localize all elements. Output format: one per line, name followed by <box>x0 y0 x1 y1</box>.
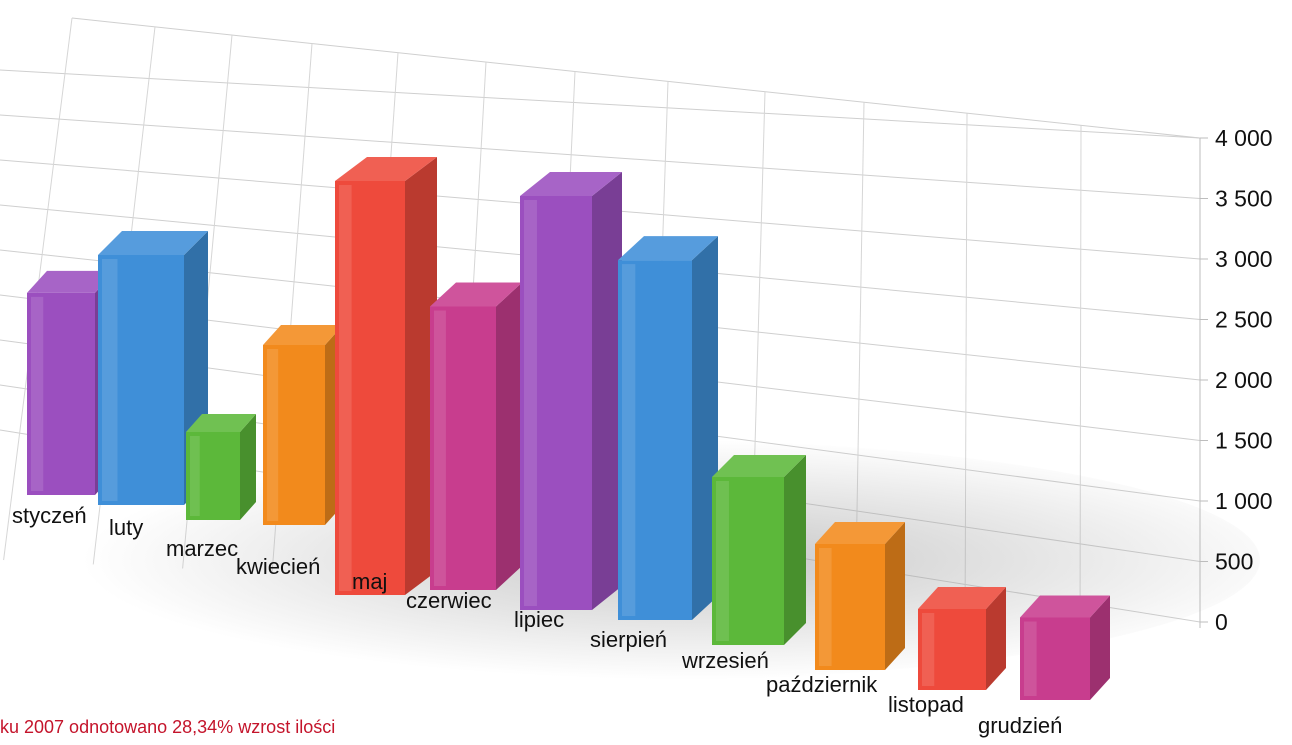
bar-highlight <box>190 436 200 516</box>
y-tick-label: 2 500 <box>1215 307 1273 333</box>
bar-side <box>784 455 806 645</box>
bar-highlight <box>31 297 43 491</box>
bar-highlight <box>819 548 832 666</box>
category-label: czerwiec <box>406 588 492 613</box>
bar-highlight <box>716 481 729 641</box>
y-tick-label: 0 <box>1215 609 1228 635</box>
bar-highlight <box>267 349 278 521</box>
bar-highlight <box>622 264 635 616</box>
bar-side <box>496 283 522 591</box>
bar <box>815 522 905 670</box>
y-tick-label: 2 000 <box>1215 367 1273 393</box>
footer-text: ku 2007 odnotowano 28,34% wzrost ilości <box>0 717 335 738</box>
y-tick-label: 3 500 <box>1215 186 1273 212</box>
category-label: wrzesień <box>681 648 769 673</box>
bar <box>520 172 622 610</box>
category-label: marzec <box>166 536 238 561</box>
category-label: sierpień <box>590 627 667 652</box>
category-label: kwiecień <box>236 554 320 579</box>
bar-highlight <box>922 613 934 686</box>
bar <box>186 414 256 520</box>
category-label: listopad <box>888 692 964 717</box>
bar-side <box>592 172 622 610</box>
category-label: grudzień <box>978 713 1062 738</box>
y-tick-label: 500 <box>1215 549 1253 575</box>
category-label: maj <box>352 569 387 594</box>
y-tick-label: 1 000 <box>1215 488 1273 514</box>
category-label: lipiec <box>514 607 564 632</box>
bar <box>712 455 806 645</box>
bar-highlight <box>434 311 446 587</box>
category-label: styczeń <box>12 503 87 528</box>
bar-side <box>885 522 905 670</box>
category-label: październik <box>766 672 878 697</box>
bar-highlight <box>102 259 117 501</box>
bar <box>918 587 1006 690</box>
bar <box>335 157 437 595</box>
bar <box>618 236 718 620</box>
y-tick-label: 3 000 <box>1215 246 1273 272</box>
bar <box>430 283 522 591</box>
y-tick-label: 4 000 <box>1215 125 1273 151</box>
bar <box>1020 596 1110 701</box>
bar-highlight <box>524 200 537 606</box>
bar-highlight <box>339 185 352 591</box>
category-label: luty <box>109 515 143 540</box>
bar-side <box>240 414 256 520</box>
y-tick-label: 1 500 <box>1215 428 1273 454</box>
bar-highlight <box>1024 622 1037 697</box>
bar <box>263 325 343 525</box>
